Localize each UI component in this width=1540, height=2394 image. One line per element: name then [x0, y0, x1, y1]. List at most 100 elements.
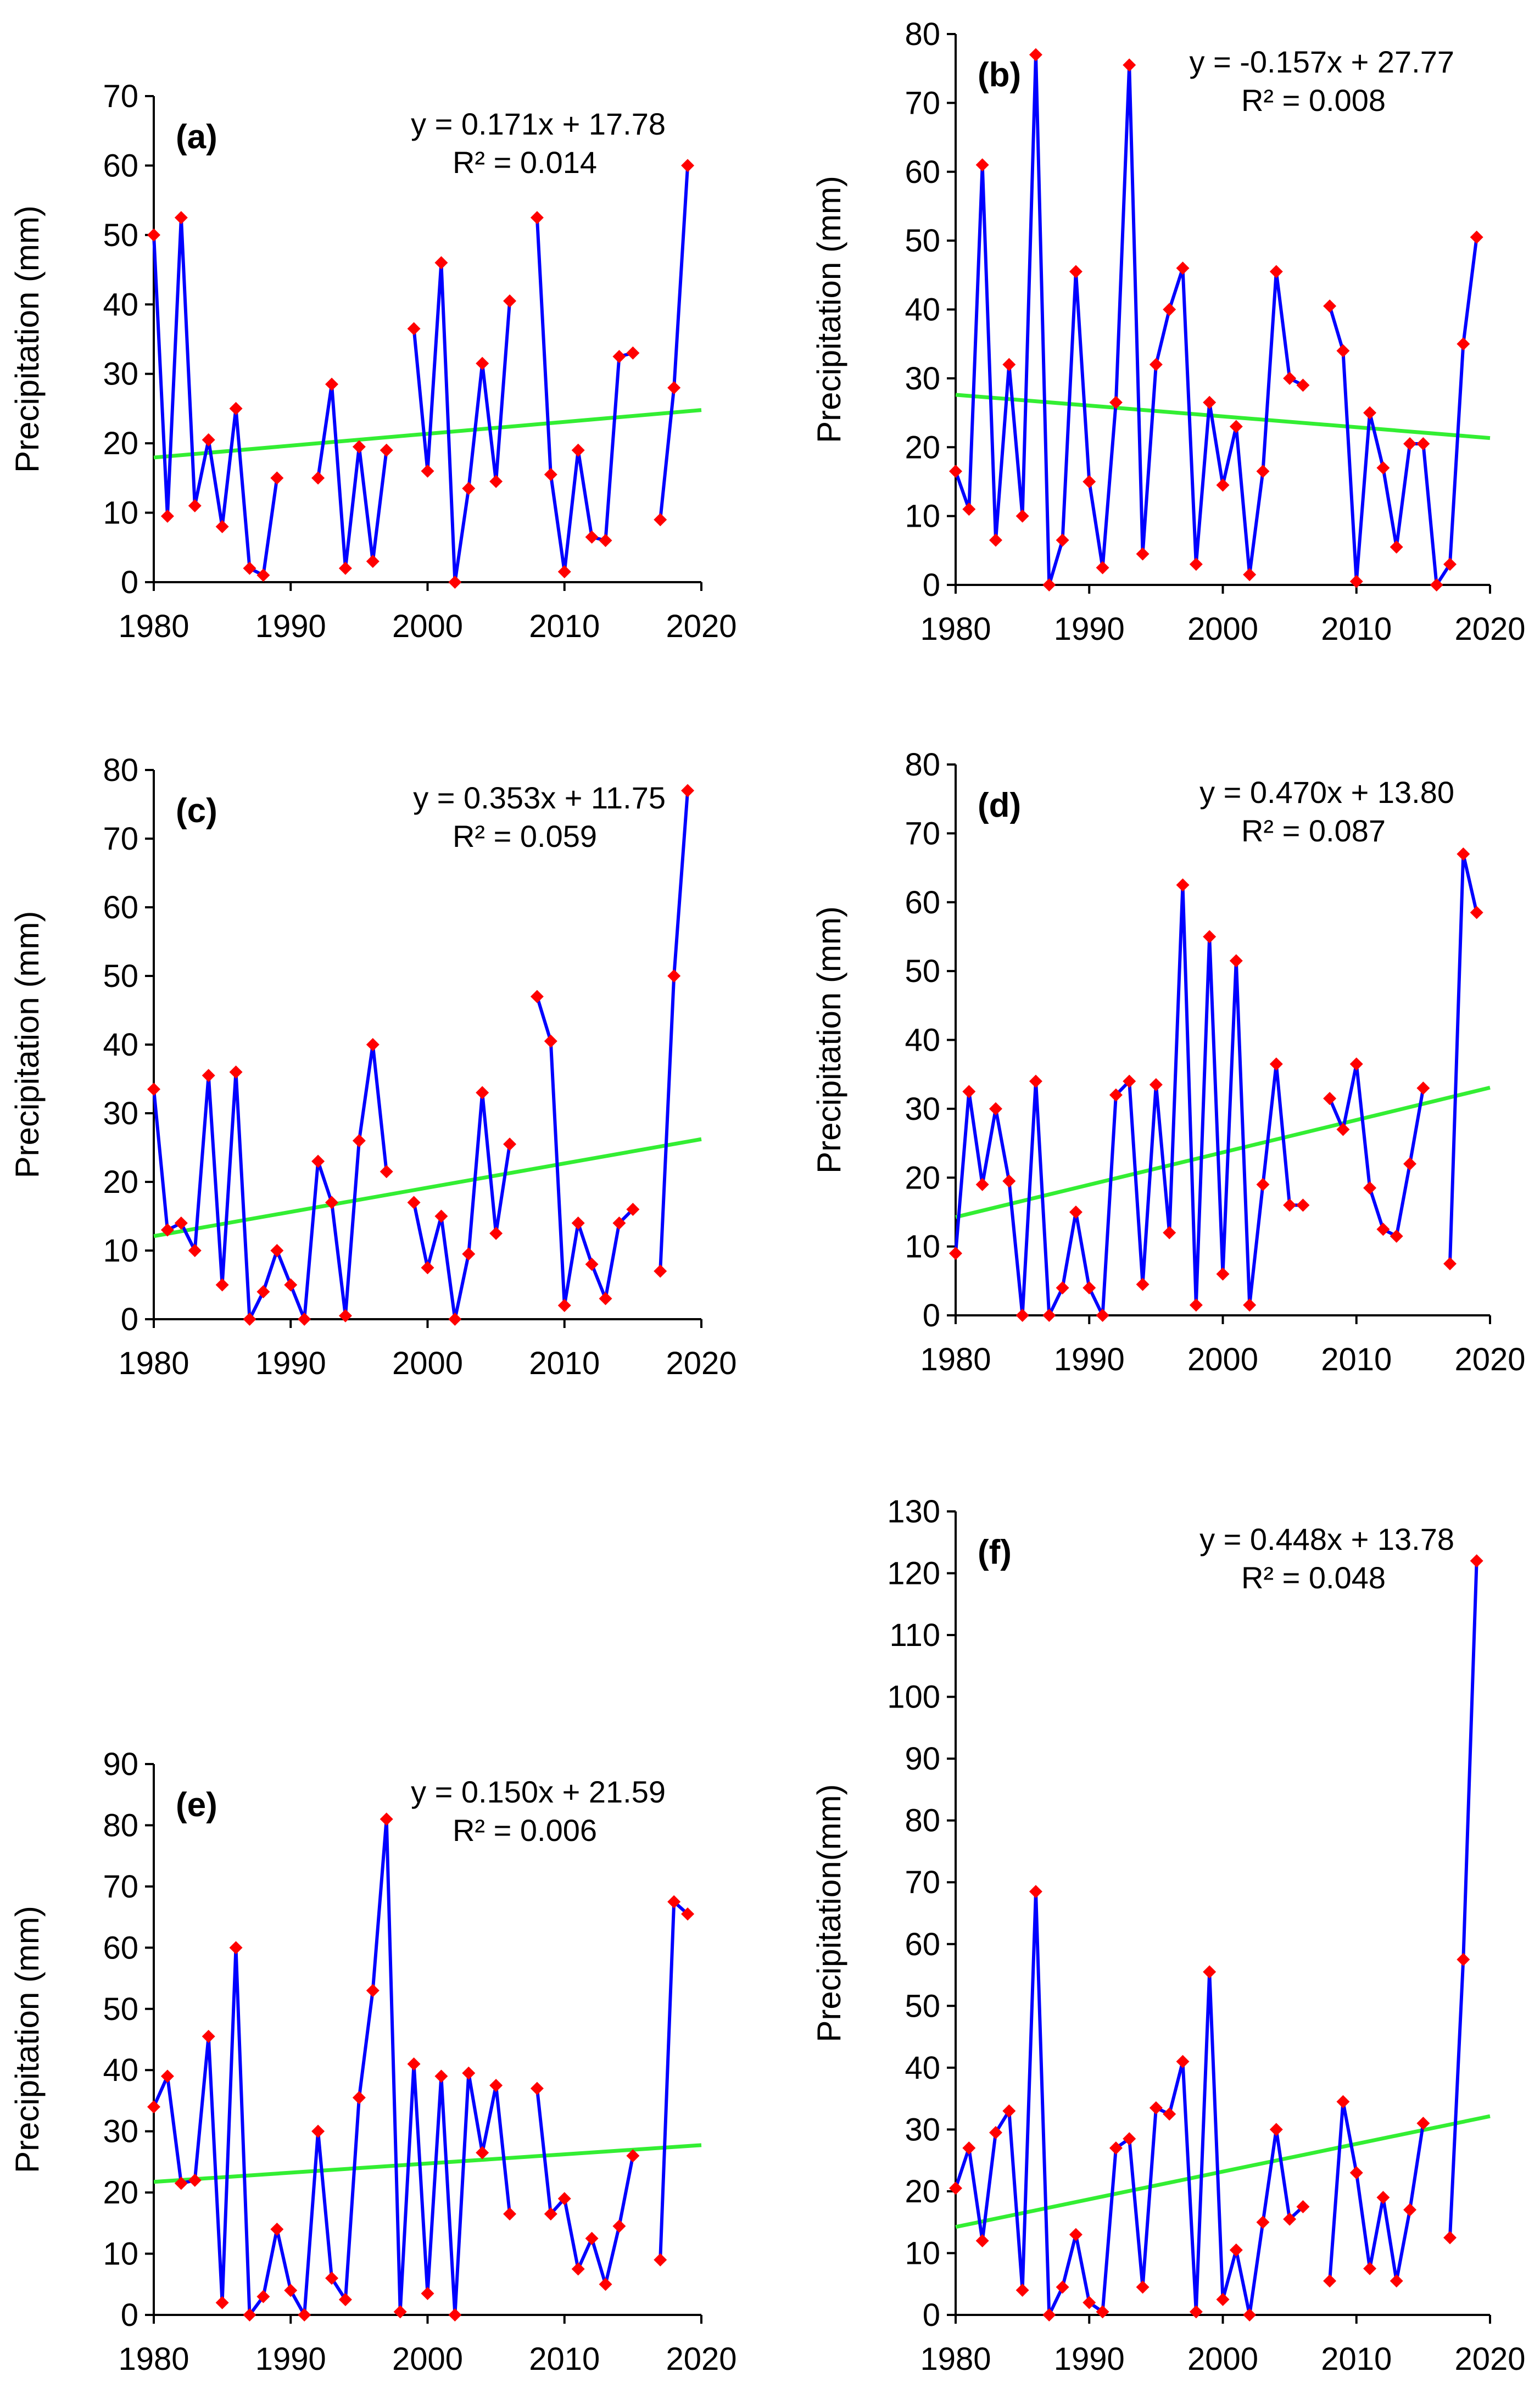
panel-label: (e) — [176, 1786, 217, 1824]
y-tick-label: 0 — [923, 1298, 940, 1333]
data-point — [188, 2173, 202, 2187]
x-tick-label: 2010 — [1321, 611, 1392, 647]
x-tick-label: 2000 — [1187, 611, 1258, 647]
y-tick-label: 50 — [905, 953, 940, 989]
x-tick-label: 2000 — [1187, 1342, 1258, 1377]
y-tick-label: 30 — [905, 1091, 940, 1127]
y-tick-label: 60 — [905, 154, 940, 190]
trend-equation: y = 0.470x + 13.80 — [1199, 775, 1454, 810]
data-point — [1109, 2141, 1123, 2155]
data-point — [270, 471, 284, 485]
x-tick-label: 2010 — [1321, 1342, 1392, 1377]
data-point — [1363, 2262, 1377, 2275]
x-tick-label: 2000 — [392, 609, 463, 644]
data-point — [1136, 547, 1150, 561]
data-point — [1056, 2280, 1069, 2294]
data-point — [393, 2305, 407, 2319]
data-point — [626, 1203, 640, 1216]
data-point — [1163, 303, 1176, 316]
data-point — [147, 2100, 160, 2114]
data-point — [1256, 465, 1270, 478]
x-tick-label: 2010 — [529, 2341, 600, 2377]
data-point — [1457, 337, 1470, 351]
data-point — [311, 2124, 325, 2138]
data-point — [215, 520, 229, 533]
trend-equation: y = 0.353x + 11.75 — [413, 780, 666, 815]
data-point — [338, 561, 352, 575]
data-point — [1390, 540, 1403, 554]
data-point — [298, 1313, 311, 1326]
y-tick-label: 120 — [887, 1556, 940, 1592]
data-point — [585, 2231, 599, 2245]
data-point — [1457, 847, 1470, 861]
data-point — [1323, 299, 1337, 313]
x-tick-label: 2000 — [392, 1346, 463, 1381]
data-point — [1443, 2231, 1457, 2245]
trend-line — [955, 1085, 1491, 1219]
data-point — [421, 464, 434, 478]
data-point — [962, 2141, 976, 2155]
data-point — [544, 2207, 557, 2221]
data-point — [215, 1278, 229, 1292]
data-point — [1443, 1257, 1457, 1270]
data-point — [311, 1154, 325, 1168]
data-point — [1323, 2274, 1337, 2288]
x-tick-label: 2020 — [666, 1346, 736, 1381]
data-point — [1015, 2283, 1029, 2297]
data-point — [215, 2296, 229, 2309]
y-tick-label: 20 — [905, 2174, 940, 2209]
data-point — [448, 576, 462, 589]
data-point — [1109, 1088, 1123, 1102]
series-line — [1328, 237, 1478, 587]
data-point — [949, 2181, 962, 2195]
y-tick-label: 20 — [103, 2175, 138, 2211]
data-point — [1403, 437, 1417, 450]
data-point — [1349, 2166, 1363, 2180]
data-point — [1056, 1281, 1069, 1294]
trend-line — [153, 408, 702, 460]
x-tick-label: 2020 — [1454, 611, 1525, 647]
data-point — [1216, 1267, 1230, 1281]
panel-label: (f) — [978, 1533, 1012, 1571]
r-squared: R² = 0.014 — [453, 145, 597, 180]
r-squared: R² = 0.006 — [453, 1813, 597, 1848]
data-point — [476, 2146, 489, 2159]
x-tick-label: 1980 — [118, 2341, 189, 2377]
data-point — [1457, 1952, 1470, 1966]
series-line — [954, 883, 1303, 1317]
data-point — [160, 2069, 174, 2083]
y-tick-label: 50 — [905, 1988, 940, 2024]
data-point — [1470, 1554, 1483, 1568]
data-point — [462, 2066, 476, 2080]
data-point — [1376, 1223, 1390, 1236]
y-tick-label: 50 — [103, 1991, 138, 2027]
data-point — [421, 2286, 434, 2300]
data-point — [1069, 2228, 1083, 2241]
data-point — [352, 2091, 366, 2105]
data-point — [1470, 906, 1483, 919]
data-point — [989, 1102, 1002, 1115]
data-point — [1363, 1181, 1377, 1195]
data-point — [654, 513, 667, 527]
series-line — [1448, 1560, 1478, 2238]
y-tick-label: 10 — [905, 499, 940, 534]
data-point — [202, 1069, 215, 1082]
data-point — [434, 1209, 448, 1223]
data-point — [1149, 358, 1163, 371]
data-point — [1042, 2308, 1056, 2322]
data-point — [667, 381, 681, 394]
data-point — [1002, 1174, 1016, 1188]
data-point — [448, 2308, 462, 2322]
x-tick-label: 1980 — [920, 611, 991, 647]
y-axis-title: Precipitation(mm) — [811, 1784, 847, 2042]
panel-label: (c) — [176, 792, 217, 830]
data-point — [270, 2222, 284, 2236]
data-point — [612, 2219, 626, 2233]
data-point — [421, 1261, 434, 1275]
x-tick-label: 2020 — [666, 609, 736, 644]
data-point — [352, 440, 366, 454]
data-point — [380, 1812, 393, 1826]
y-tick-label: 20 — [905, 429, 940, 465]
data-point — [1203, 395, 1217, 409]
data-point — [599, 2278, 612, 2291]
